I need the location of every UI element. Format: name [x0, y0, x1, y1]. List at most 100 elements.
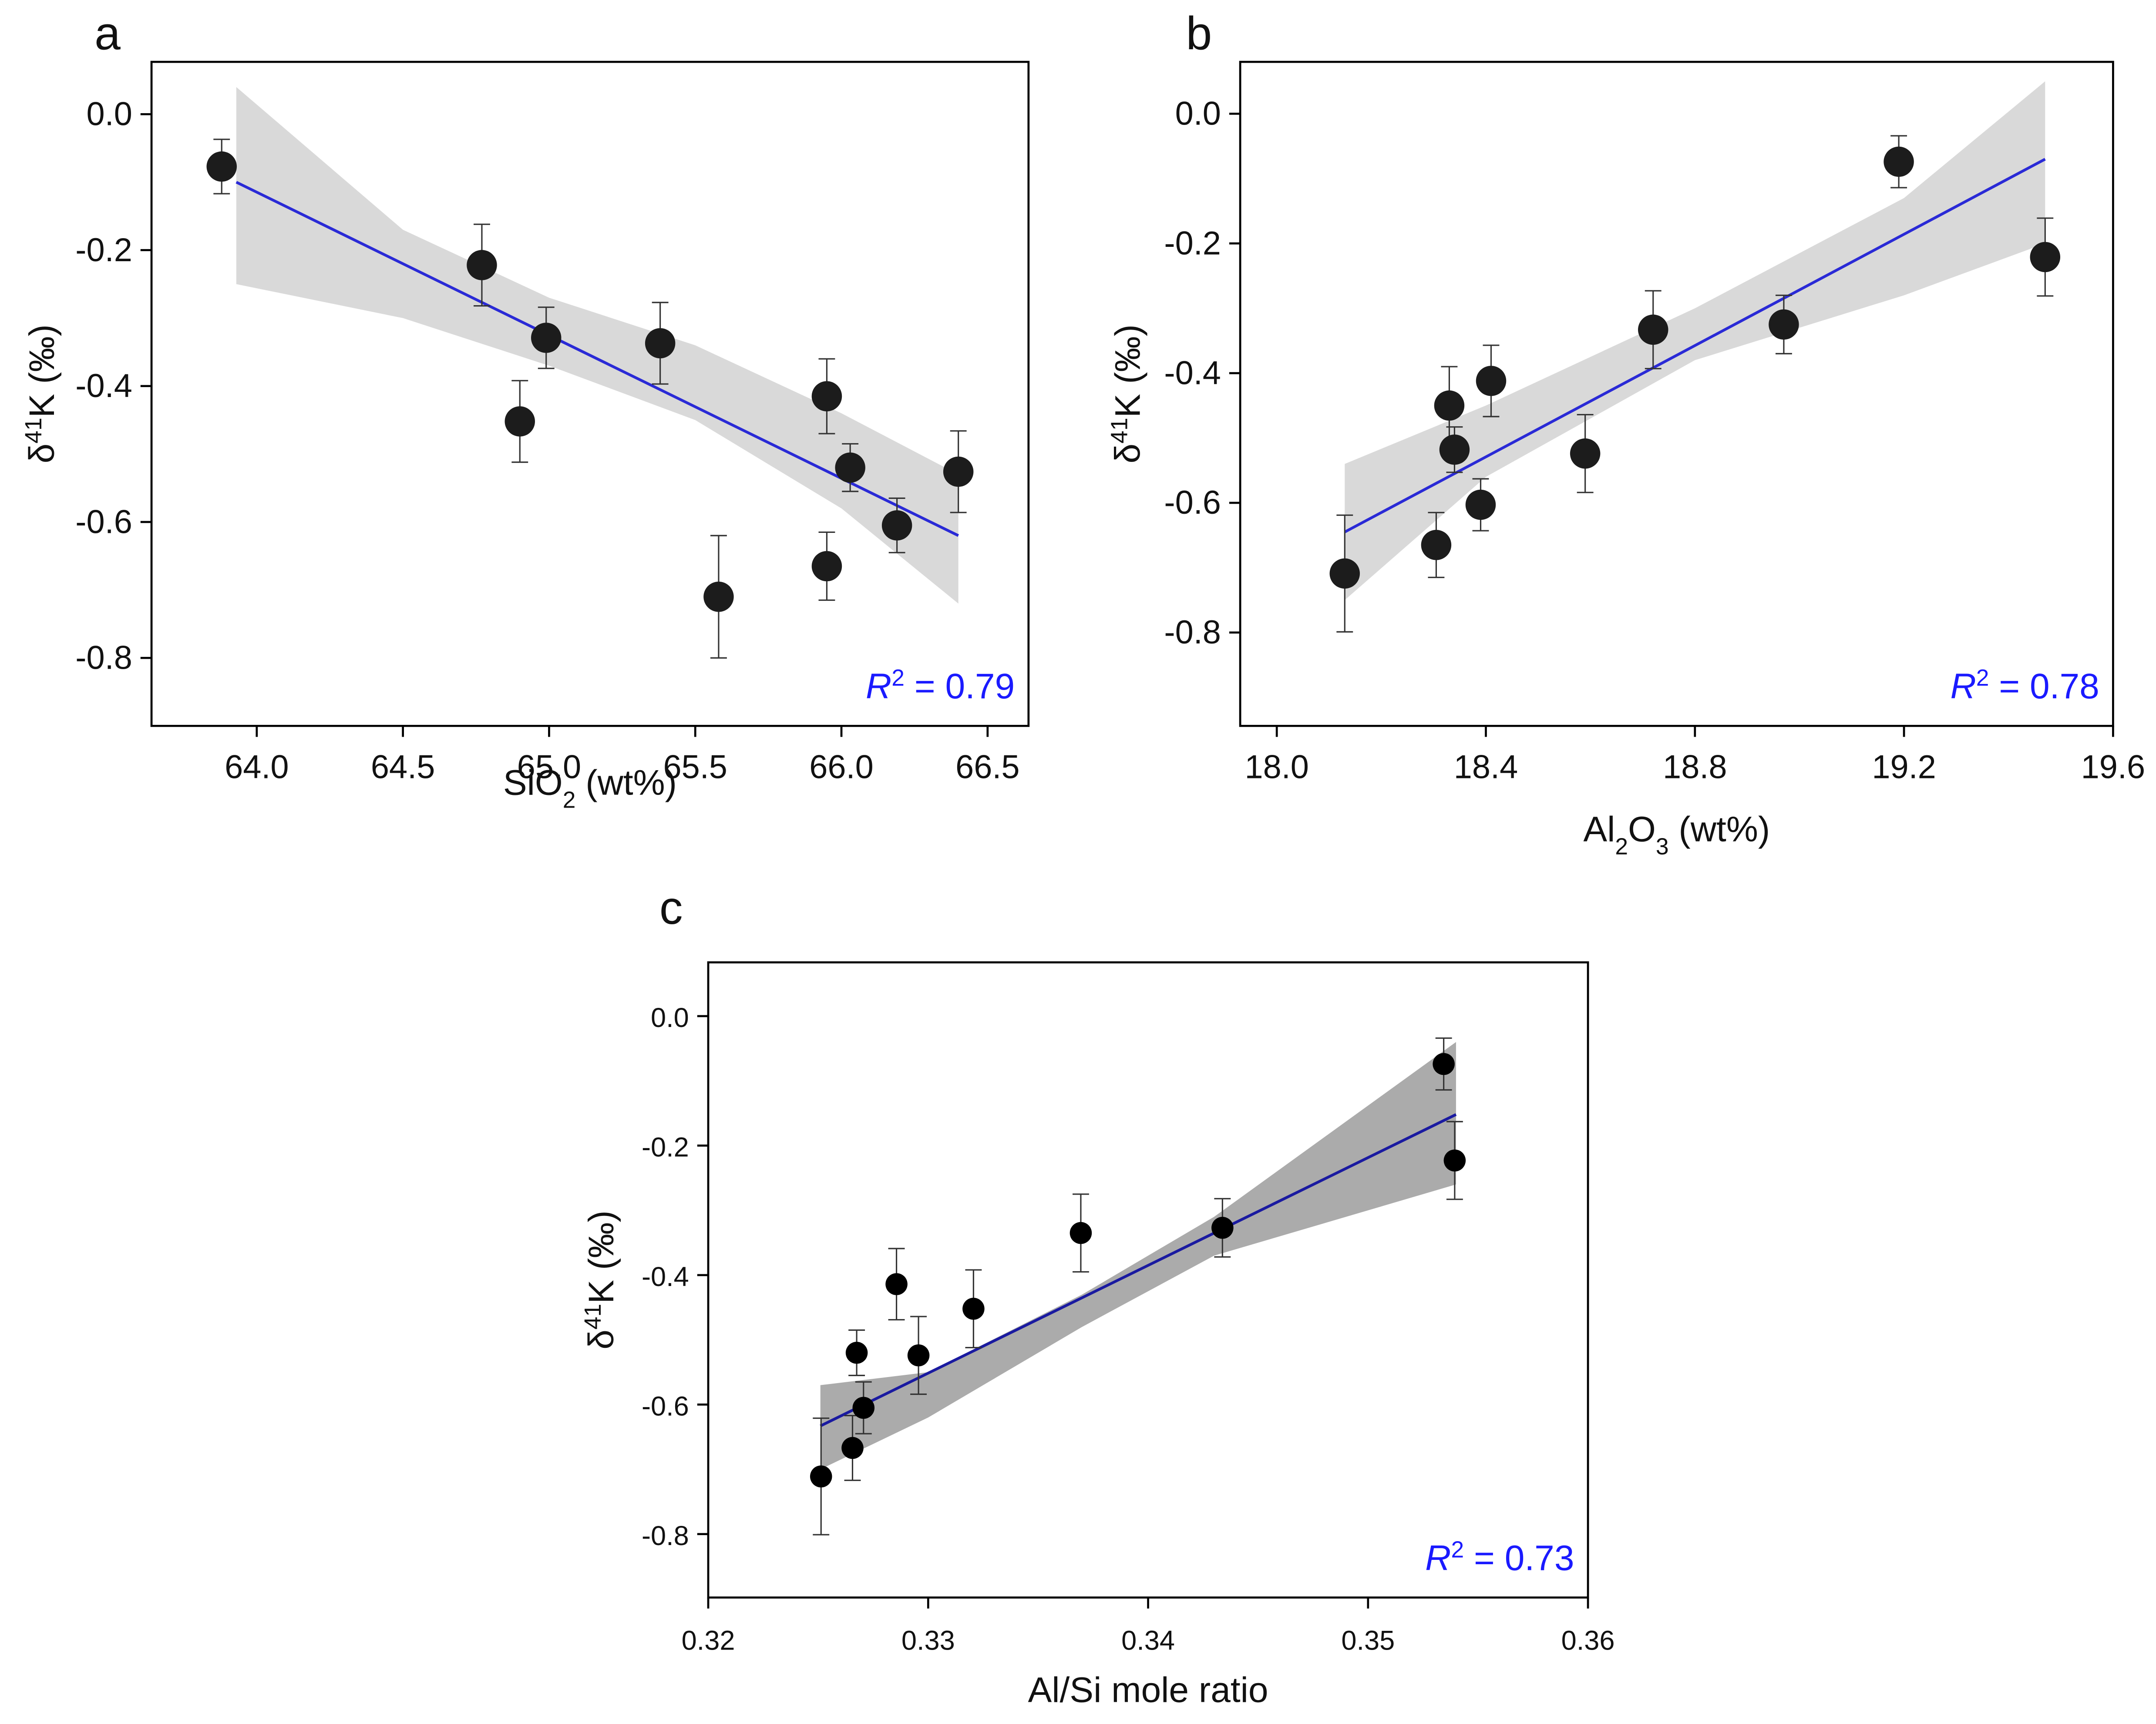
data-point — [531, 323, 562, 353]
label-part: O — [1628, 810, 1656, 849]
data-point — [467, 250, 497, 280]
data-point — [1638, 314, 1668, 345]
x-axis-label: Al/Si mole ratio — [1028, 1670, 1268, 1710]
data-point — [1070, 1222, 1092, 1244]
annotation: R2 = 0.73 — [1425, 1537, 1574, 1578]
y-tick-label: 0.0 — [1175, 95, 1221, 132]
label-part: δ — [582, 1330, 621, 1350]
data-point — [835, 452, 865, 483]
label-part: δ — [22, 444, 62, 464]
label-part: R — [866, 667, 891, 706]
data-point — [703, 582, 734, 612]
x-tick-label: 66.5 — [955, 748, 1019, 785]
y-tick-label: -0.2 — [1164, 225, 1221, 262]
label-part: (wt%) — [1669, 810, 1770, 849]
label-part: 41 — [20, 418, 46, 443]
data-point — [1769, 309, 1799, 340]
data-point — [810, 1465, 832, 1488]
y-tick-label: -0.4 — [1164, 354, 1221, 391]
annotation: R2 = 0.79 — [866, 665, 1015, 707]
confidence-band — [236, 87, 959, 604]
y-tick-label: -0.4 — [642, 1262, 689, 1292]
panel: 0.32 0.33 0.34 0.35 0.36 0.0 -0.2 -0.4 -0.6 -0.8 A… — [580, 882, 1615, 1710]
y-tick-label: -0.6 — [642, 1391, 689, 1422]
x-tick-label: 64.0 — [225, 748, 289, 785]
label-part: SiO — [503, 763, 563, 802]
fit-line — [1344, 158, 2046, 533]
panel-label: b — [1186, 7, 1212, 60]
x-tick-label: 19.6 — [2081, 748, 2145, 785]
y-tick-label: 0.0 — [87, 96, 132, 133]
data-point — [811, 381, 842, 411]
data-point — [1433, 1053, 1455, 1075]
data-point — [845, 1342, 868, 1364]
x-tick-label: 0.34 — [1121, 1625, 1175, 1656]
data-point — [852, 1397, 875, 1419]
data-point — [962, 1297, 985, 1320]
label-part: R — [1425, 1538, 1451, 1578]
y-axis-label: δ41K (‰) — [580, 1210, 622, 1349]
label-part: 2 — [1615, 834, 1628, 859]
y-tick-label: -0.4 — [75, 367, 132, 404]
label-part: 2 — [1976, 665, 1989, 691]
x-tick-label: 65.0 — [517, 748, 581, 785]
x-tick-label: 0.33 — [901, 1625, 955, 1656]
y-tick-label: 0.0 — [651, 1003, 689, 1033]
y-tick-label: -0.6 — [75, 503, 132, 540]
label-part: Al — [1583, 810, 1615, 849]
x-tick-label: 0.35 — [1341, 1625, 1395, 1656]
label-part: R — [1950, 667, 1976, 706]
panel-label: c — [659, 882, 683, 934]
x-tick-label: 18.4 — [1454, 748, 1518, 785]
data-point — [907, 1344, 930, 1367]
fit-line — [235, 181, 959, 537]
label-part: = 0.73 — [1464, 1538, 1574, 1578]
label-part: K (‰) — [582, 1210, 621, 1303]
x-tick-label: 64.5 — [371, 748, 435, 785]
label-part: 41 — [580, 1304, 606, 1330]
label-part: 2 — [891, 665, 905, 691]
x-tick-label: 0.32 — [682, 1625, 735, 1656]
data-point — [841, 1437, 864, 1459]
x-tick-label: 65.5 — [663, 748, 727, 785]
data-point — [1443, 1149, 1466, 1172]
label-part: = 0.79 — [905, 667, 1015, 706]
data-point — [811, 551, 842, 582]
y-tick-label: -0.8 — [1164, 614, 1221, 651]
data-point — [881, 510, 912, 541]
y-tick-label: -0.8 — [642, 1521, 689, 1551]
data-point — [1421, 530, 1452, 560]
label-part: K (‰) — [1108, 324, 1148, 418]
y-axis-label: δ41K (‰) — [1107, 324, 1148, 463]
y-tick-label: -0.2 — [75, 232, 132, 269]
x-axis-label: SiO2 (wt%) — [503, 763, 677, 812]
annotation: R2 = 0.78 — [1950, 665, 2099, 707]
data-point — [1570, 438, 1601, 469]
data-point — [1329, 558, 1360, 589]
x-tick-label: 18.8 — [1663, 748, 1727, 785]
x-tick-label: 19.2 — [1872, 748, 1936, 785]
fit-line — [820, 1113, 1457, 1428]
data-point — [1439, 434, 1470, 465]
confidence-band — [1345, 81, 2045, 600]
plot-frame — [150, 61, 1030, 727]
panel: 18.0 18.4 18.8 19.2 19.6 0.0 -0.2 -0.4 -0.6 -0.8 A… — [1107, 7, 2145, 859]
data-point — [2030, 242, 2061, 273]
y-tick-label: -0.2 — [642, 1132, 689, 1163]
label-part: = 0.78 — [1989, 667, 2099, 706]
label-part: 2 — [1451, 1537, 1464, 1562]
label-part: δ — [1108, 444, 1148, 464]
x-tick-label: 0.36 — [1561, 1625, 1615, 1656]
x-tick-label: 18.0 — [1244, 748, 1308, 785]
label-part: K (‰) — [22, 324, 62, 418]
data-point — [1434, 390, 1465, 421]
x-axis-label: Al2O3 (wt%) — [1583, 810, 1770, 860]
data-point — [943, 456, 974, 487]
label-part: (wt%) — [575, 763, 677, 802]
panel-label: a — [94, 7, 121, 60]
panel: 64.0 64.5 65.0 65.5 66.0 66.5 0.0 -0.2 -0.4 -0.6 -… — [20, 7, 1030, 813]
y-axis-label: δ41K (‰) — [20, 324, 62, 463]
data-point — [206, 151, 237, 182]
